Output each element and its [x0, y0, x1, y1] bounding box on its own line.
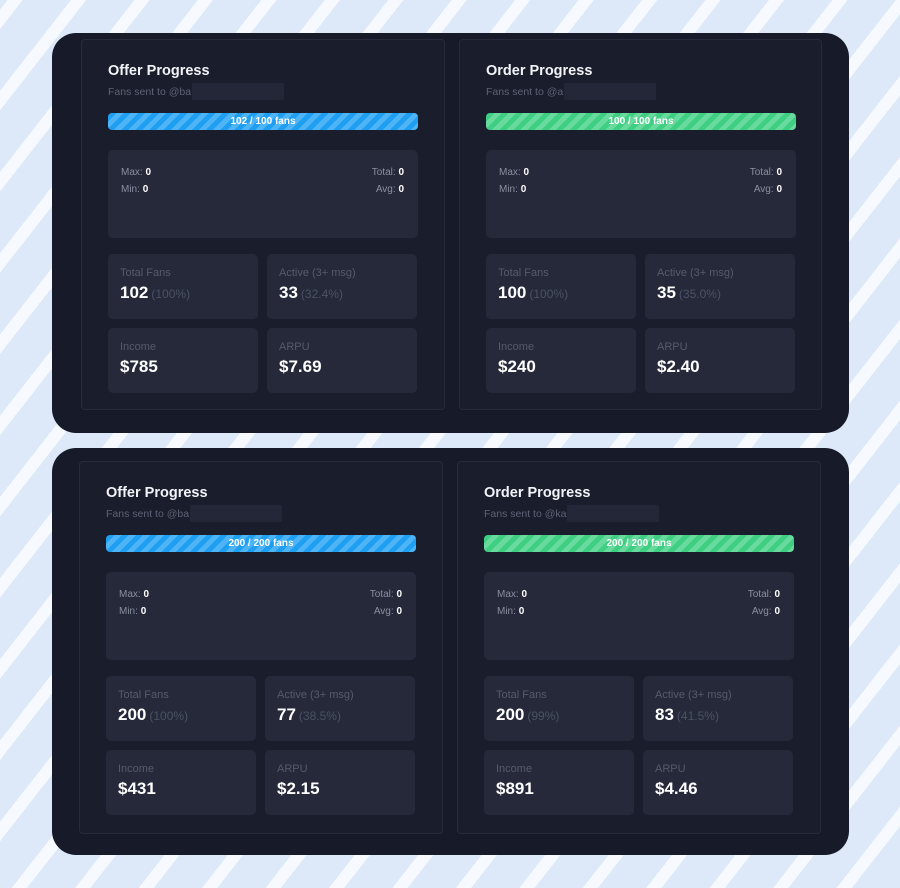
card-title: Order Progress: [484, 485, 591, 501]
income-tile: Income $891: [484, 750, 634, 815]
card-subtitle: Fans sent to @a: [486, 83, 657, 100]
max-stat: Max: 0: [497, 589, 528, 600]
stats-summary: Max: 0 Min: 0 Total: 0 Avg: 0: [108, 150, 418, 238]
card-title: Order Progress: [486, 63, 593, 79]
offer-progress-card: Offer Progress Fans sent to @ba 200 / 20…: [79, 461, 443, 834]
avg-stat: Avg: 0: [753, 184, 782, 195]
arpu-tile: ARPU $2.40: [645, 328, 795, 393]
stats-summary: Max: 0 Min: 0 Total: 0 Avg: 0: [484, 572, 794, 660]
income-tile: Income $431: [106, 750, 256, 815]
income-tile: Income $785: [108, 328, 258, 393]
active-fans-tile: Active (3+ msg) 33 (32.4%): [267, 254, 417, 319]
offer-progress-bar: 200 / 200 fans: [106, 535, 416, 552]
card-subtitle: Fans sent to @ba: [108, 83, 285, 100]
card-subtitle: Fans sent to @ka: [484, 505, 660, 522]
total-stat: Total: 0: [371, 167, 404, 178]
avg-stat: Avg: 0: [751, 606, 780, 617]
stats-summary: Max: 0 Min: 0 Total: 0 Avg: 0: [106, 572, 416, 660]
max-stat: Max: 0: [119, 589, 150, 600]
redacted-username: [190, 505, 283, 522]
min-stat: Min: 0: [121, 184, 149, 195]
min-stat: Min: 0: [499, 184, 527, 195]
total-fans-tile: Total Fans 200 (100%): [106, 676, 256, 741]
stats-summary: Max: 0 Min: 0 Total: 0 Avg: 0: [486, 150, 796, 238]
avg-stat: Avg: 0: [375, 184, 404, 195]
total-stat: Total: 0: [369, 589, 402, 600]
card-title: Offer Progress: [106, 485, 208, 501]
active-fans-tile: Active (3+ msg) 35 (35.0%): [645, 254, 795, 319]
max-stat: Max: 0: [499, 167, 530, 178]
stats-panel-bottom: Offer Progress Fans sent to @ba 200 / 20…: [52, 448, 849, 855]
offer-progress-card: Offer Progress Fans sent to @ba 102 / 10…: [81, 39, 445, 410]
card-subtitle: Fans sent to @ba: [106, 505, 283, 522]
order-progress-bar: 100 / 100 fans: [486, 113, 796, 130]
arpu-tile: ARPU $7.69: [267, 328, 417, 393]
total-stat: Total: 0: [747, 589, 780, 600]
card-title: Offer Progress: [108, 63, 210, 79]
arpu-tile: ARPU $2.15: [265, 750, 415, 815]
redacted-username: [564, 83, 657, 100]
total-stat: Total: 0: [749, 167, 782, 178]
active-fans-tile: Active (3+ msg) 77 (38.5%): [265, 676, 415, 741]
order-progress-bar: 200 / 200 fans: [484, 535, 794, 552]
redacted-username: [192, 83, 285, 100]
total-fans-tile: Total Fans 200 (99%): [484, 676, 634, 741]
order-progress-card: Order Progress Fans sent to @a 100 / 100…: [459, 39, 822, 410]
max-stat: Max: 0: [121, 167, 152, 178]
min-stat: Min: 0: [497, 606, 525, 617]
active-fans-tile: Active (3+ msg) 83 (41.5%): [643, 676, 793, 741]
offer-progress-bar: 102 / 100 fans: [108, 113, 418, 130]
order-progress-card: Order Progress Fans sent to @ka 200 / 20…: [457, 461, 821, 834]
redacted-username: [567, 505, 660, 522]
arpu-tile: ARPU $4.46: [643, 750, 793, 815]
avg-stat: Avg: 0: [373, 606, 402, 617]
total-fans-tile: Total Fans 102 (100%): [108, 254, 258, 319]
stats-panel-top: Offer Progress Fans sent to @ba 102 / 10…: [52, 33, 849, 433]
min-stat: Min: 0: [119, 606, 147, 617]
income-tile: Income $240: [486, 328, 636, 393]
total-fans-tile: Total Fans 100 (100%): [486, 254, 636, 319]
